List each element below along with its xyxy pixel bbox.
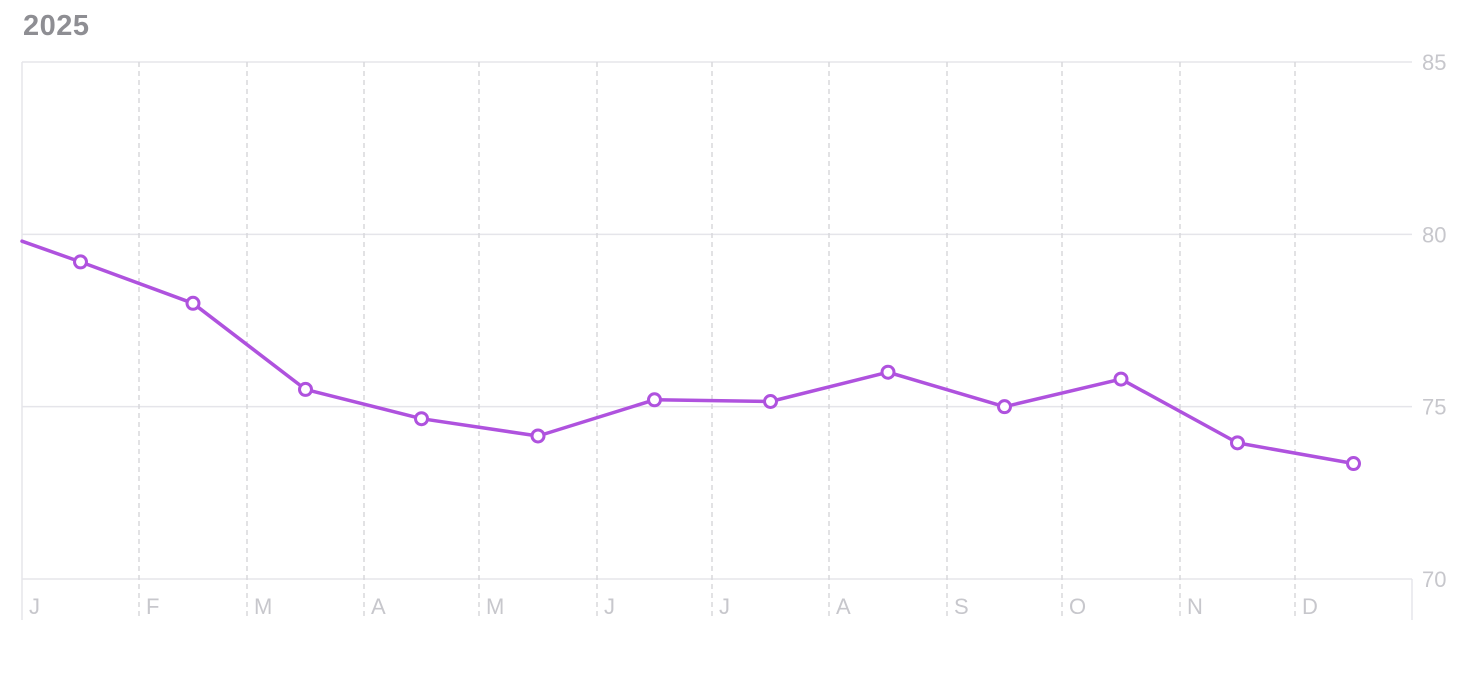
y-tick-label: 80 (1422, 222, 1446, 247)
x-tick-label: J (604, 594, 615, 619)
data-point (1346, 456, 1361, 472)
x-tick-label: J (29, 594, 40, 619)
y-tick-label: 70 (1422, 567, 1446, 592)
data-point (73, 254, 88, 270)
data-point (880, 364, 896, 380)
data-point (763, 393, 778, 409)
x-tick-label: A (371, 594, 386, 619)
x-tick-label: O (1069, 594, 1086, 619)
data-point (185, 295, 201, 311)
data-point (298, 381, 313, 397)
y-tick-label: 75 (1422, 395, 1446, 420)
x-tick-label: N (1187, 594, 1203, 619)
x-tick-label: F (146, 594, 159, 619)
data-point (1230, 435, 1245, 451)
data-point (414, 411, 429, 427)
data-point (997, 399, 1012, 415)
y-tick-label: 85 (1422, 50, 1446, 75)
data-point (1113, 371, 1129, 387)
x-tick-label: J (719, 594, 730, 619)
series-line (20, 239, 1356, 466)
x-tick-label: S (954, 594, 969, 619)
x-tick-label: M (486, 594, 504, 619)
data-point (647, 392, 662, 408)
x-tick-label: D (1302, 594, 1318, 619)
x-tick-label: M (254, 594, 272, 619)
chart-title: 2025 (23, 10, 90, 42)
data-point (530, 428, 546, 444)
x-tick-label: A (836, 594, 851, 619)
